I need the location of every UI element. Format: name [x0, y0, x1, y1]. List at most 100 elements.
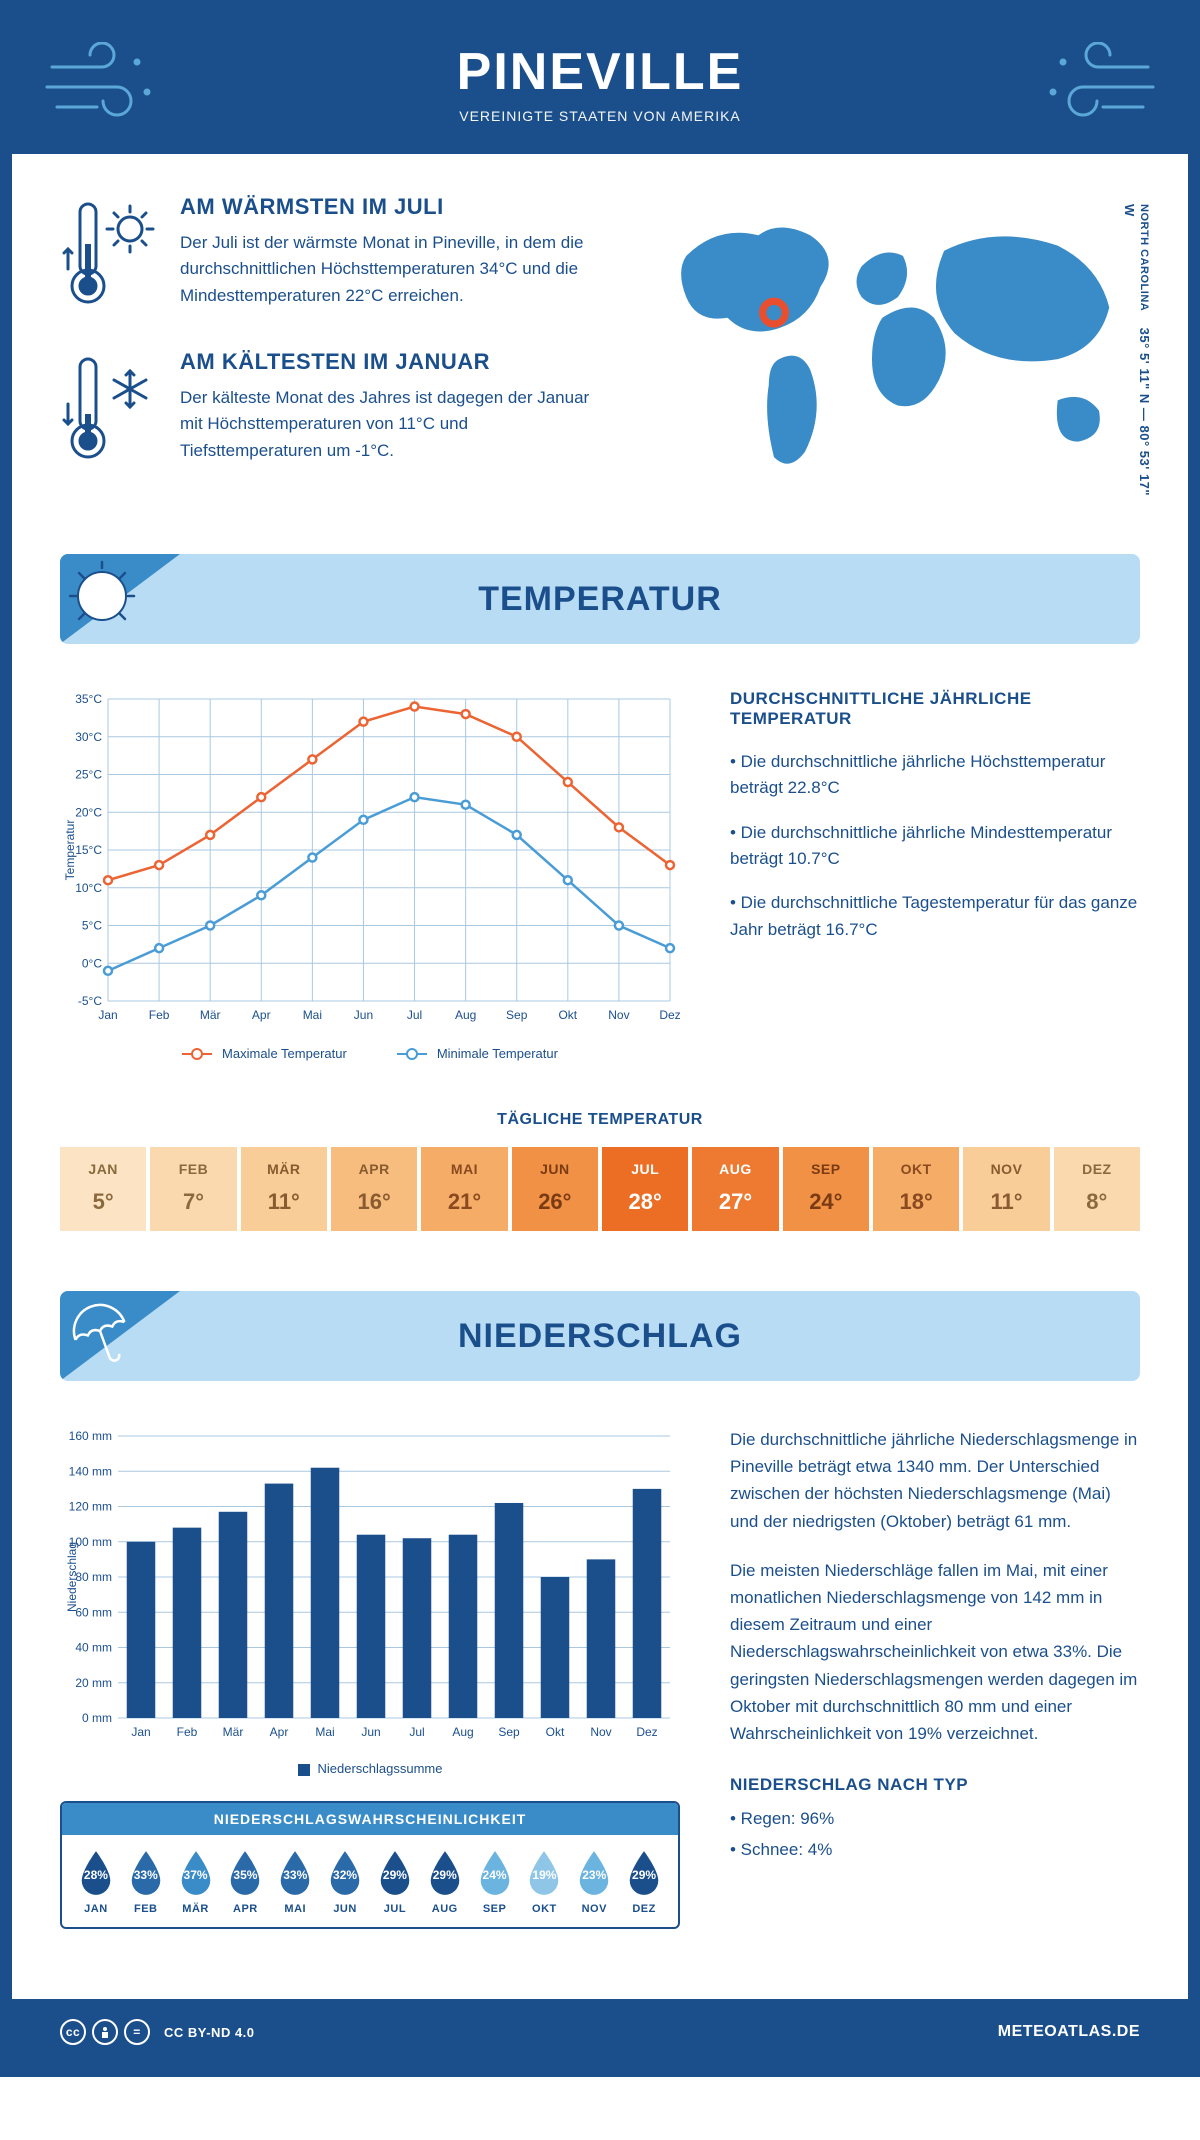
page: PINEVILLE VEREINIGTE STAATEN VON AMERIKA — [0, 0, 1200, 2077]
prob-cell: 19%OKT — [520, 1849, 568, 1915]
coordinates: NORTH CAROLINA 35° 5' 11" N — 80° 53' 17… — [1122, 204, 1152, 504]
coldest-text: AM KÄLTESTEN IM JANUAR Der kälteste Mona… — [180, 349, 605, 469]
temp-chart: -5°C0°C5°C10°C15°C20°C25°C30°C35°CJanFeb… — [60, 689, 680, 1061]
temp-line-chart: -5°C0°C5°C10°C15°C20°C25°C30°C35°CJanFeb… — [60, 689, 680, 1029]
svg-text:Dez: Dez — [636, 1725, 657, 1739]
precip-bar-chart: 0 mm20 mm40 mm60 mm80 mm100 mm120 mm140 … — [60, 1426, 680, 1746]
precip-chart-col: 0 mm20 mm40 mm60 mm80 mm100 mm120 mm140 … — [60, 1426, 680, 1929]
daily-cell: MAI21° — [421, 1147, 507, 1231]
svg-text:Nov: Nov — [608, 1008, 629, 1022]
prob-cell: 29%JUL — [371, 1849, 419, 1915]
footer-license: cc = CC BY-ND 4.0 — [60, 2019, 255, 2045]
umbrella-icon — [60, 1291, 180, 1381]
precip-type-title: NIEDERSCHLAG NACH TYP — [730, 1775, 1140, 1795]
prob-cell: 33%MAI — [271, 1849, 319, 1915]
daily-temp-grid: JAN5°FEB7°MÄR11°APR16°MAI21°JUN26°JUL28°… — [60, 1147, 1140, 1231]
header: PINEVILLE VEREINIGTE STAATEN VON AMERIKA — [12, 12, 1188, 154]
svg-text:Niederschlag: Niederschlag — [65, 1542, 79, 1612]
map-svg — [645, 194, 1140, 483]
prob-title: NIEDERSCHLAGSWAHRSCHEINLICHKEIT — [62, 1803, 678, 1835]
legend-max-label: Maximale Temperatur — [222, 1046, 347, 1061]
svg-text:5°C: 5°C — [82, 919, 102, 933]
svg-text:Okt: Okt — [558, 1008, 577, 1022]
prob-cell: 23%NOV — [570, 1849, 618, 1915]
svg-text:0 mm: 0 mm — [82, 1711, 112, 1725]
temp-stats-body: • Die durchschnittliche jährliche Höchst… — [730, 749, 1140, 943]
daily-cell: FEB7° — [150, 1147, 236, 1231]
precip-row: 0 mm20 mm40 mm60 mm80 mm100 mm120 mm140 … — [60, 1426, 1140, 1929]
prob-cell: 33%FEB — [122, 1849, 170, 1915]
prob-cell: 35%APR — [221, 1849, 269, 1915]
daily-cell: OKT18° — [873, 1147, 959, 1231]
svg-text:15°C: 15°C — [75, 843, 102, 857]
top-row: AM WÄRMSTEN IM JULI Der Juli ist der wär… — [60, 194, 1140, 504]
svg-text:Jan: Jan — [98, 1008, 117, 1022]
svg-text:80 mm: 80 mm — [75, 1570, 112, 1584]
daily-cell: NOV11° — [963, 1147, 1049, 1231]
prob-cell: 29%DEZ — [620, 1849, 668, 1915]
daily-cell: JUL28° — [602, 1147, 688, 1231]
nd-icon: = — [124, 2019, 150, 2045]
temp-banner: TEMPERATUR — [60, 554, 1140, 644]
svg-text:Jul: Jul — [409, 1725, 424, 1739]
svg-text:140 mm: 140 mm — [69, 1464, 112, 1478]
prob-cell: 37%MÄR — [172, 1849, 220, 1915]
svg-text:0°C: 0°C — [82, 956, 102, 970]
daily-cell: DEZ8° — [1054, 1147, 1140, 1231]
svg-text:Mär: Mär — [223, 1725, 244, 1739]
daily-cell: MÄR11° — [241, 1147, 327, 1231]
legend-max: .legend-item:nth-child(1) .legend-swatch… — [182, 1046, 347, 1061]
prob-cell: 24%SEP — [471, 1849, 519, 1915]
daily-cell: AUG27° — [692, 1147, 778, 1231]
precip-p1: Die durchschnittliche jährliche Niedersc… — [730, 1426, 1140, 1535]
svg-text:Feb: Feb — [177, 1725, 198, 1739]
content: AM WÄRMSTEN IM JULI Der Juli ist der wär… — [12, 154, 1188, 1999]
warmest-block: AM WÄRMSTEN IM JULI Der Juli ist der wär… — [60, 194, 605, 314]
precip-probability-box: NIEDERSCHLAGSWAHRSCHEINLICHKEIT 28%JAN33… — [60, 1801, 680, 1929]
svg-text:Apr: Apr — [252, 1008, 271, 1022]
svg-text:Okt: Okt — [546, 1725, 565, 1739]
daily-cell: JUN26° — [512, 1147, 598, 1231]
precip-banner: NIEDERSCHLAG — [60, 1291, 1140, 1381]
svg-text:60 mm: 60 mm — [75, 1605, 112, 1619]
license-label: CC BY-ND 4.0 — [164, 2025, 255, 2040]
svg-text:Sep: Sep — [506, 1008, 528, 1022]
svg-text:35°C: 35°C — [75, 692, 102, 706]
warmest-text: AM WÄRMSTEN IM JULI Der Juli ist der wär… — [180, 194, 605, 314]
svg-text:10°C: 10°C — [75, 881, 102, 895]
svg-text:Jun: Jun — [361, 1725, 380, 1739]
by-icon — [92, 2019, 118, 2045]
warmest-body: Der Juli ist der wärmste Monat in Pinevi… — [180, 230, 605, 309]
climate-summary: AM WÄRMSTEN IM JULI Der Juli ist der wär… — [60, 194, 605, 504]
temp-section-title: TEMPERATUR — [478, 580, 722, 619]
precip-text: Die durchschnittliche jährliche Niedersc… — [730, 1426, 1140, 1929]
svg-text:160 mm: 160 mm — [69, 1429, 112, 1443]
svg-text:Sep: Sep — [498, 1725, 520, 1739]
svg-text:Mai: Mai — [315, 1725, 334, 1739]
precip-section-title: NIEDERSCHLAG — [458, 1317, 742, 1356]
svg-text:Temperatur: Temperatur — [63, 820, 77, 881]
svg-text:Dez: Dez — [659, 1008, 680, 1022]
svg-text:-5°C: -5°C — [78, 994, 102, 1008]
precip-legend-label: Niederschlagssumme — [318, 1761, 443, 1776]
daily-cell: SEP24° — [783, 1147, 869, 1231]
svg-text:Aug: Aug — [455, 1008, 476, 1022]
thermometer-snow-icon — [60, 349, 160, 469]
coldest-title: AM KÄLTESTEN IM JANUAR — [180, 349, 605, 375]
legend-min-label: Minimale Temperatur — [437, 1046, 558, 1061]
svg-text:30°C: 30°C — [75, 730, 102, 744]
svg-text:Aug: Aug — [452, 1725, 473, 1739]
precip-p2: Die meisten Niederschläge fallen im Mai,… — [730, 1557, 1140, 1747]
svg-text:40 mm: 40 mm — [75, 1641, 112, 1655]
footer: cc = CC BY-ND 4.0 METEOATLAS.DE — [12, 1999, 1188, 2065]
thermometer-sun-icon — [60, 194, 160, 314]
coldest-body: Der kälteste Monat des Jahres ist dagege… — [180, 385, 605, 464]
svg-text:20°C: 20°C — [75, 805, 102, 819]
svg-text:Apr: Apr — [270, 1725, 289, 1739]
svg-text:20 mm: 20 mm — [75, 1676, 112, 1690]
svg-text:Jul: Jul — [407, 1008, 422, 1022]
svg-text:25°C: 25°C — [75, 768, 102, 782]
legend-min: .legend-item:nth-child(2) .legend-swatch… — [397, 1046, 558, 1061]
svg-text:Mär: Mär — [200, 1008, 221, 1022]
temp-row: -5°C0°C5°C10°C15°C20°C25°C30°C35°CJanFeb… — [60, 689, 1140, 1061]
